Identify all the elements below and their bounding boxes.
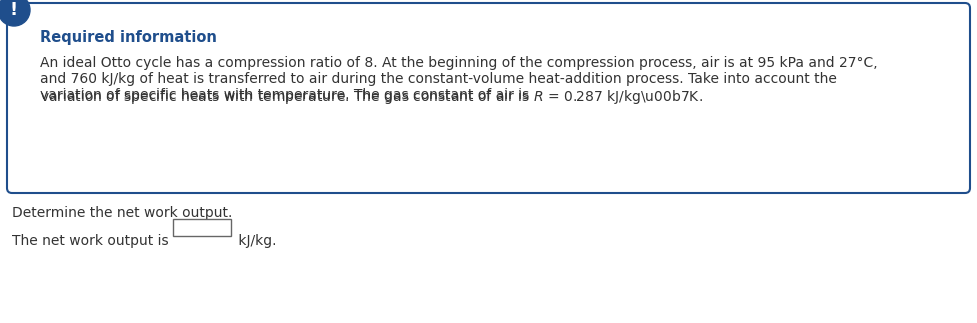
Text: An ideal Otto cycle has a compression ratio of 8. At the beginning of the compre: An ideal Otto cycle has a compression ra… [40, 56, 877, 70]
Text: The net work output is: The net work output is [12, 234, 173, 248]
Text: variation of specific heats with temperature. The gas constant of air is: variation of specific heats with tempera… [40, 88, 533, 102]
Bar [173, 219, 231, 236]
Text: !: ! [10, 1, 18, 19]
Text: kJ/kg.: kJ/kg. [234, 234, 276, 248]
FancyBboxPatch shape [7, 3, 970, 193]
Text: Determine the net work output.: Determine the net work output. [12, 206, 233, 220]
Text: variation of specific heats with temperature. The gas constant of air is $\it{R}: variation of specific heats with tempera… [40, 88, 703, 106]
Text: Required information: Required information [40, 30, 217, 45]
Text: and 760 kJ/kg of heat is transferred to air during the constant-volume heat-addi: and 760 kJ/kg of heat is transferred to … [40, 72, 837, 86]
Circle shape [0, 0, 30, 26]
